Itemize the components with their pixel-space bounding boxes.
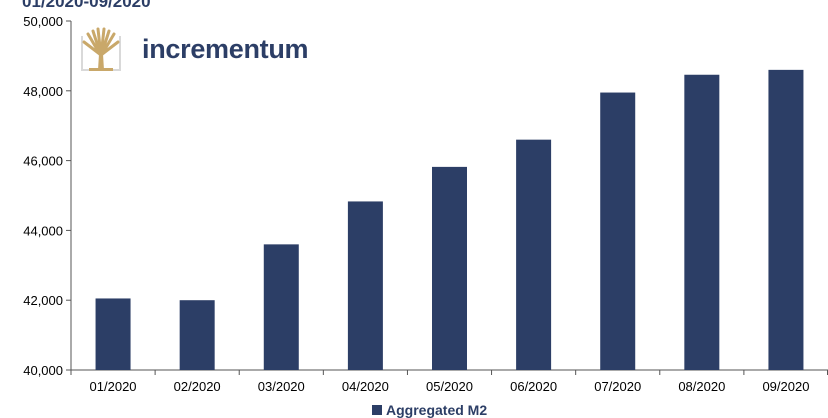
legend: Aggregated M2 — [372, 402, 487, 418]
y-tick-label: 46,000 — [23, 154, 63, 169]
legend-label: Aggregated M2 — [386, 402, 487, 418]
bar — [684, 74, 720, 370]
x-tick-label: 06/2020 — [510, 379, 557, 394]
bar — [432, 166, 467, 370]
x-tick-label: 07/2020 — [594, 379, 641, 394]
bar — [600, 92, 636, 371]
y-tick-label: 40,000 — [23, 363, 63, 378]
bar — [768, 69, 804, 371]
x-tick-label: 01/2020 — [90, 379, 137, 394]
x-tick-label: 05/2020 — [426, 379, 473, 394]
logo: incrementum — [81, 27, 309, 71]
tree-icon — [81, 27, 121, 71]
bar — [179, 300, 215, 370]
x-tick-label: 09/2020 — [762, 379, 809, 394]
y-tick-label: 48,000 — [23, 84, 63, 99]
bars — [95, 69, 804, 371]
brand-name: incrementum — [142, 34, 308, 64]
y-tick-label: 42,000 — [23, 293, 63, 308]
x-tick-label: 04/2020 — [342, 379, 389, 394]
bar — [347, 201, 383, 370]
x-axis: 01/2020 02/2020 03/2020 04/2020 05/2020 06/20… — [70, 369, 828, 394]
y-axis: 40,000 42,000 44,000 46,000 48,000 50,000 — [23, 14, 72, 378]
x-tick-label: 03/2020 — [258, 379, 305, 394]
bar — [95, 298, 131, 370]
x-tick-label: 08/2020 — [678, 379, 725, 394]
legend-swatch — [372, 405, 382, 415]
y-tick-label: 44,000 — [23, 223, 63, 238]
bar — [516, 139, 552, 370]
y-tick-label: 50,000 — [23, 14, 63, 29]
bar — [263, 244, 299, 370]
chart-title: 01/2020-09/2020 — [22, 0, 151, 11]
x-tick-label: 02/2020 — [174, 379, 221, 394]
